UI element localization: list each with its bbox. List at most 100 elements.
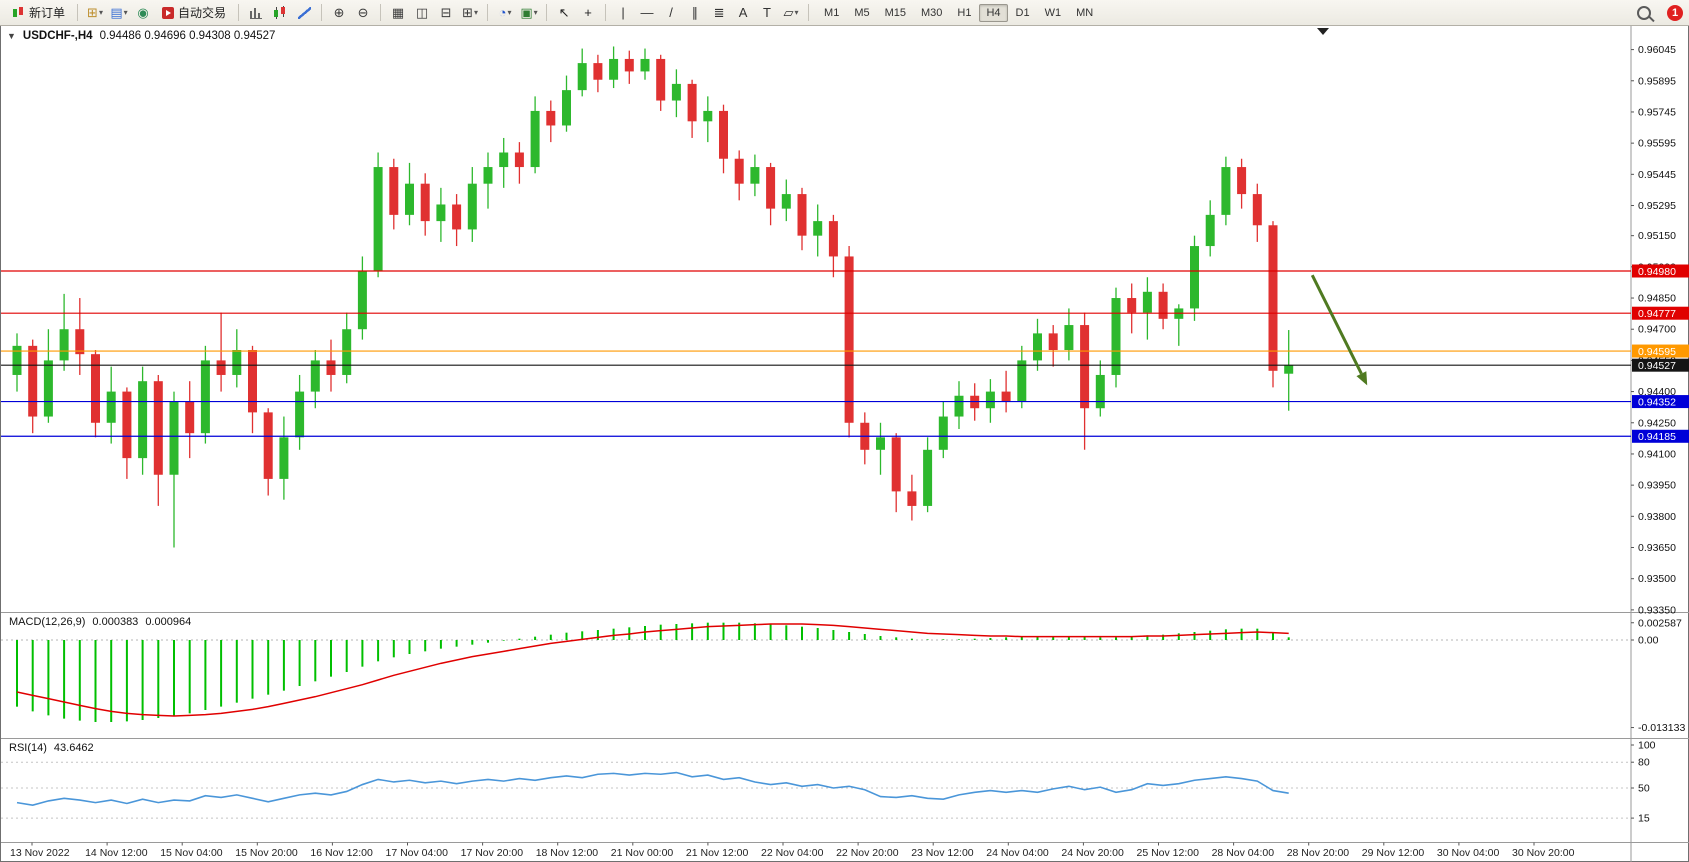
price-axis-label: 0.93950	[1638, 480, 1676, 492]
candle-body	[91, 354, 100, 423]
vertical-line-button[interactable]: |	[612, 3, 634, 23]
channel-button[interactable]: ∥	[684, 3, 706, 23]
timeframe-m1-button[interactable]: M1	[824, 6, 840, 19]
dropdown-caret-icon[interactable]: ▾	[533, 8, 538, 17]
timeframe-m5-button[interactable]: M5	[854, 6, 870, 19]
candle-body	[609, 58, 619, 80]
price-axis[interactable]: 0.96045 0.95895 0.95745 0.95595 0.95445 0.952…	[1631, 44, 1676, 616]
price-axis-label: 0.95445	[1638, 169, 1676, 181]
trendline-icon: /	[669, 5, 673, 20]
trend-arrow[interactable]	[1310, 274, 1363, 375]
cursor-button[interactable]: ↖	[553, 3, 575, 23]
time-axis-label: 25 Nov 12:00	[1137, 847, 1200, 859]
time-axis[interactable]: 13 Nov 2022 14 Nov 12:00 15 Nov 04:00 15 No…	[10, 842, 1575, 860]
candle-body	[546, 110, 556, 126]
new-order-button[interactable]: 新订单	[6, 2, 71, 23]
fibonacci-icon: ≣	[713, 5, 725, 20]
time-axis-label: 16 Nov 12:00	[310, 847, 373, 859]
dropdown-caret-icon[interactable]: ▾	[123, 8, 128, 17]
crosshair-button[interactable]: +	[577, 3, 599, 23]
arrows-button[interactable]: ▱ ▾	[780, 3, 802, 23]
text-label-icon: T	[763, 5, 771, 20]
time-axis-label: 23 Nov 12:00	[911, 847, 974, 859]
candle-body	[389, 167, 399, 215]
new-window-button[interactable]: ⊞ ▾	[459, 3, 481, 23]
timeframe-m30-button[interactable]: M30	[921, 6, 943, 19]
candle-body	[891, 437, 901, 492]
rsi-value: 43.6462	[53, 742, 94, 754]
macd-value-main: 0.000383	[92, 616, 139, 628]
chart-shift-marker[interactable]	[1317, 28, 1329, 35]
candle-body	[310, 360, 320, 392]
rsi-axis-label: 15	[1638, 813, 1650, 825]
indicator-window-button[interactable]: ◫	[411, 3, 433, 23]
candle-body	[467, 183, 477, 230]
period-button[interactable]: ◔ ▾	[494, 3, 516, 23]
bar-chart-icon	[249, 6, 263, 19]
autotrading-button-label: 自动交易	[178, 6, 227, 20]
candle-chart-button[interactable]	[269, 3, 291, 23]
candle-body	[1111, 298, 1121, 375]
bar-chart-button[interactable]	[245, 3, 267, 23]
time-axis-label: 21 Nov 00:00	[611, 847, 674, 859]
zoom-in-button[interactable]: ⊕	[328, 3, 350, 23]
candle-body	[1127, 298, 1137, 313]
toolbar-separator	[321, 4, 323, 21]
candle-body	[405, 183, 414, 215]
profiles-button[interactable]: ▤ ▾	[108, 3, 130, 23]
zoom-out-button[interactable]: ⊖	[352, 3, 374, 23]
new-chart-button[interactable]: ⊞ ▾	[84, 3, 106, 23]
autotrading-icon	[162, 6, 175, 19]
dropdown-caret-icon[interactable]: ▾	[98, 8, 103, 17]
chart-plot[interactable]: 0.96045 0.95895 0.95745 0.95595 0.95445 0.952…	[1, 26, 1689, 862]
fibonacci-button[interactable]: ≣	[708, 3, 730, 23]
timeframe-mn-button[interactable]: MN	[1076, 6, 1094, 19]
time-axis-label: 24 Nov 20:00	[1061, 847, 1124, 859]
macd-axis-label: -0.013133	[1638, 722, 1685, 734]
new-chart-icon: ⊞	[87, 5, 98, 20]
line-chart-button[interactable]	[293, 3, 315, 23]
shapes-icon: ▱	[783, 5, 794, 20]
dropdown-caret-icon[interactable]: ▾	[794, 8, 799, 17]
search-button[interactable]	[1635, 3, 1657, 23]
time-axis-label: 24 Nov 04:00	[986, 847, 1049, 859]
autotrading-button[interactable]: 自动交易	[156, 2, 232, 23]
price-axis-label: 0.94100	[1638, 448, 1676, 460]
timeframe-h4-button[interactable]: H4	[979, 3, 1008, 22]
candle-body	[656, 58, 666, 101]
trendline-button[interactable]: /	[660, 3, 682, 23]
toolbar-separator	[487, 4, 489, 21]
price-level-tag-label: 0.94777	[1638, 308, 1676, 320]
time-axis-label: 28 Nov 20:00	[1287, 847, 1350, 859]
notification-badge[interactable]: 1	[1667, 4, 1683, 21]
candle-body	[766, 167, 776, 209]
candle-body	[1158, 291, 1168, 319]
rsi-axis-label: 80	[1638, 757, 1650, 769]
timeframe-h1-button[interactable]: H1	[957, 6, 972, 19]
one-click-trading-toggle[interactable]: ▼	[7, 31, 16, 41]
candle-body	[514, 152, 524, 168]
candle-body	[562, 90, 571, 126]
ohlc-values: 0.94486 0.94696 0.94308 0.94527	[99, 30, 276, 42]
text-button[interactable]: A	[732, 3, 754, 23]
candle-body	[185, 401, 195, 434]
time-axis-label: 30 Nov 20:00	[1512, 847, 1575, 859]
market-watch-button[interactable]: ◉	[132, 3, 154, 23]
price-level-tag-label: 0.94185	[1638, 431, 1676, 443]
dropdown-caret-icon[interactable]: ▾	[507, 8, 512, 17]
template-button[interactable]: ▣ ▾	[518, 3, 540, 23]
candle-body	[1190, 246, 1199, 309]
text-label-button[interactable]: T	[756, 3, 778, 23]
candle-body	[483, 167, 493, 184]
tile-windows-button[interactable]: ▦	[387, 3, 409, 23]
indicator-window-icon: ◫	[415, 5, 429, 20]
timeframe-m15-button[interactable]: M15	[884, 6, 906, 19]
auto-arrange-button[interactable]: ⊟	[435, 3, 457, 23]
horizontal-line-button[interactable]: —	[636, 3, 658, 23]
candle-body	[43, 360, 53, 417]
chart-window[interactable]: 0.96045 0.95895 0.95745 0.95595 0.95445 0.952…	[0, 26, 1689, 862]
timeframe-d1-button[interactable]: D1	[1015, 6, 1030, 19]
dropdown-caret-icon[interactable]: ▾	[473, 8, 478, 17]
candle-body	[1237, 167, 1247, 195]
timeframe-w1-button[interactable]: W1	[1044, 6, 1062, 19]
